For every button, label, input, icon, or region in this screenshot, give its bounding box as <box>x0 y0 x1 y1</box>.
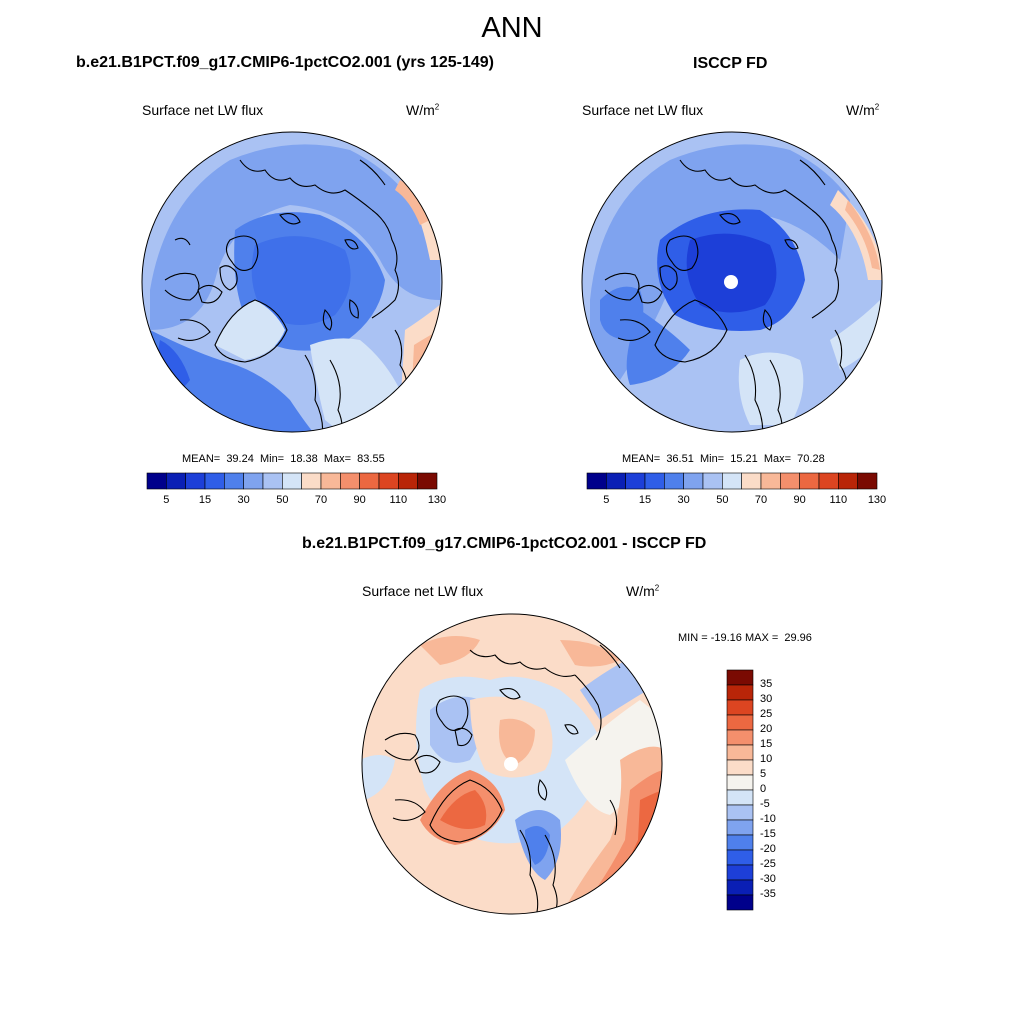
colorbar-swatch <box>838 472 858 490</box>
colorbar-swatch <box>340 472 360 490</box>
model-colorbar <box>146 472 438 490</box>
colorbar-swatch <box>726 744 754 761</box>
colorbar-tick-label: 0 <box>760 783 767 795</box>
model-panel-title: b.e21.B1PCT.f09_g17.CMIP6-1pctCO2.001 (y… <box>76 54 494 71</box>
colorbar-tick-label: 130 <box>867 494 887 506</box>
model-polar-map <box>141 131 443 433</box>
colorbar-tick-label: -35 <box>760 888 776 900</box>
colorbar-swatch <box>702 472 723 490</box>
model-stats: MEAN= 39.24 Min= 18.38 Max= 83.55 <box>182 453 385 465</box>
colorbar-swatch <box>243 472 264 490</box>
diff-pole-hole <box>504 757 518 771</box>
colorbar-swatch <box>857 472 878 490</box>
colorbar-tick-label: 70 <box>754 494 768 506</box>
colorbar-tick-label: 15 <box>638 494 652 506</box>
colorbar-tick-label: 15 <box>760 738 773 750</box>
colorbar-swatch <box>818 472 839 490</box>
colorbar-swatch <box>664 472 684 490</box>
colorbar-swatch <box>722 472 742 490</box>
colorbar-tick-label: -30 <box>760 873 776 885</box>
colorbar-swatch <box>726 819 754 836</box>
colorbar-swatch <box>166 472 186 490</box>
colorbar-swatch <box>378 472 399 490</box>
colorbar-swatch <box>726 759 754 776</box>
colorbar-tick-label: 15 <box>198 494 212 506</box>
diff-variable-label: Surface net LW flux <box>362 583 484 599</box>
diff-panel-title: b.e21.B1PCT.f09_g17.CMIP6-1pctCO2.001 - … <box>302 535 707 552</box>
colorbar-swatch <box>185 472 206 490</box>
colorbar-swatch <box>359 472 380 490</box>
obs-colorbar <box>586 472 878 490</box>
colorbar-tick-label: 30 <box>760 693 773 705</box>
model-variable-label: Surface net LW flux <box>142 102 264 118</box>
colorbar-swatch <box>780 472 800 490</box>
colorbar-tick-label: 110 <box>829 494 848 506</box>
colorbar-tick-label: 5 <box>760 768 767 780</box>
colorbar-tick-label: 130 <box>427 494 447 506</box>
colorbar-swatch <box>726 774 754 791</box>
colorbar-swatch <box>726 714 754 731</box>
colorbar-tick-label: 110 <box>389 494 408 506</box>
colorbar-swatch <box>726 789 754 806</box>
colorbar-swatch <box>726 849 754 866</box>
diff-stats: MIN = -19.16 MAX = 29.96 <box>678 632 812 644</box>
colorbar-tick-label: 5 <box>163 494 170 506</box>
colorbar-swatch <box>726 684 754 701</box>
colorbar-swatch <box>726 894 754 911</box>
colorbar-swatch <box>320 472 341 490</box>
colorbar-swatch <box>760 472 781 490</box>
colorbar-swatch <box>799 472 820 490</box>
colorbar-tick-label: -25 <box>760 858 776 870</box>
colorbar-swatch <box>726 729 754 746</box>
obs-panel-title: ISCCP FD <box>693 55 768 72</box>
diff-polar-map <box>361 613 663 915</box>
obs-pole-hole <box>724 275 738 289</box>
colorbar-swatch <box>398 472 418 490</box>
colorbar-tick-label: 20 <box>760 723 773 735</box>
colorbar-swatch <box>204 472 225 490</box>
page-title: ANN <box>481 12 543 44</box>
colorbar-tick-label: -10 <box>760 813 776 825</box>
obs-variable-label: Surface net LW flux <box>582 102 704 118</box>
colorbar-swatch <box>224 472 244 490</box>
colorbar-swatch <box>282 472 302 490</box>
colorbar-tick-label: 90 <box>793 494 806 506</box>
colorbar-swatch <box>741 472 762 490</box>
colorbar-swatch <box>726 864 754 881</box>
colorbar-swatch <box>625 472 646 490</box>
colorbar-tick-label: 35 <box>760 678 773 690</box>
colorbar-swatch <box>586 472 607 490</box>
colorbar-tick-label: 50 <box>276 494 289 506</box>
colorbar-tick-label: 10 <box>760 753 773 765</box>
colorbar-tick-label: 5 <box>603 494 610 506</box>
model-units-label: W/m2 <box>406 102 440 118</box>
colorbar-swatch <box>146 472 167 490</box>
colorbar-tick-label: 30 <box>677 494 690 506</box>
colorbar-tick-label: -5 <box>760 798 770 810</box>
diff-units-label: W/m2 <box>626 583 660 599</box>
colorbar-tick-label: 30 <box>237 494 250 506</box>
colorbar-swatch <box>726 804 754 821</box>
colorbar-swatch <box>262 472 283 490</box>
colorbar-swatch <box>726 699 754 716</box>
obs-units-label: W/m2 <box>846 102 880 118</box>
colorbar-swatch <box>683 472 704 490</box>
colorbar-swatch <box>301 472 322 490</box>
colorbar-swatch <box>726 879 754 896</box>
obs-polar-map <box>581 131 883 433</box>
colorbar-tick-label: 25 <box>760 708 773 720</box>
colorbar-tick-label: 70 <box>314 494 328 506</box>
colorbar-tick-label: -20 <box>760 843 776 855</box>
colorbar-tick-label: 90 <box>353 494 366 506</box>
colorbar-tick-label: -15 <box>760 828 776 840</box>
colorbar-swatch <box>644 472 665 490</box>
colorbar-swatch <box>726 834 754 851</box>
colorbar-swatch <box>417 472 438 490</box>
obs-stats: MEAN= 36.51 Min= 15.21 Max= 70.28 <box>622 453 825 465</box>
diff-colorbar <box>726 669 754 911</box>
colorbar-tick-label: 50 <box>716 494 729 506</box>
colorbar-swatch <box>726 669 754 686</box>
colorbar-swatch <box>606 472 626 490</box>
